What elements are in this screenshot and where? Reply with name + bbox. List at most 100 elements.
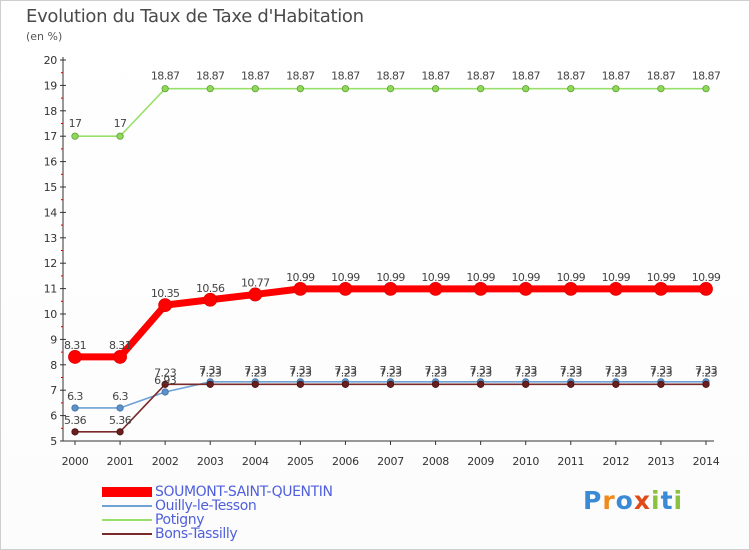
data-point: [612, 85, 620, 93]
data-point: [608, 281, 623, 296]
data-label: 10.99: [286, 271, 315, 284]
data-label: 10.77: [241, 276, 270, 289]
y-tick-label: 17: [44, 130, 58, 143]
x-tick-label: 2010: [512, 455, 539, 468]
logo-letter: P: [583, 486, 603, 515]
data-label: 7.23: [425, 366, 448, 379]
data-point: [657, 380, 665, 388]
x-tick-label: 2008: [422, 455, 449, 468]
proxiti-logo: Proxiti: [583, 486, 683, 515]
data-point: [248, 287, 263, 302]
data-point: [341, 85, 350, 93]
x-tick-label: 2014: [693, 455, 720, 468]
data-point: [68, 350, 82, 364]
data-point: [699, 281, 713, 296]
y-tick-label: 19: [44, 79, 58, 92]
x-tick-label: 2002: [152, 455, 179, 468]
data-label: 8.31: [109, 339, 131, 352]
data-point: [431, 380, 440, 388]
data-label: 7.23: [560, 366, 583, 379]
x-tick-label: 2003: [197, 455, 224, 468]
legend-label: Potigny: [155, 512, 205, 528]
data-label: 18.87: [241, 70, 270, 83]
data-label: 7.33: [470, 364, 493, 377]
data-point: [203, 292, 218, 307]
x-tick-label: 2012: [602, 455, 629, 468]
data-label: 7.33: [650, 364, 673, 377]
data-point: [251, 380, 259, 388]
legend-item: SOUMONT-SAINT-QUENTIN: [102, 484, 402, 500]
x-tick-label: 2009: [467, 455, 494, 468]
data-label: 5.36: [109, 414, 132, 427]
data-point: [116, 404, 124, 412]
y-tick-label: 20: [44, 54, 58, 67]
data-point: [567, 85, 575, 93]
y-tick-label: 13: [44, 232, 58, 245]
data-point: [206, 380, 214, 388]
x-tick-label: 2011: [557, 455, 584, 468]
data-label: 7.23: [244, 366, 267, 379]
data-point: [477, 85, 485, 93]
data-point: [518, 281, 533, 296]
data-label: 18.87: [421, 70, 450, 83]
logo-letter: o: [615, 486, 634, 515]
data-label: 18.87: [196, 70, 225, 83]
data-label: 7.23: [199, 366, 222, 379]
data-point: [702, 85, 710, 93]
legend-label: Bons-Tassilly: [155, 526, 238, 542]
data-point: [338, 281, 353, 296]
data-label: 10.99: [331, 271, 360, 284]
legend-swatch: [102, 533, 152, 535]
data-label: 7.23: [650, 366, 673, 379]
data-label: 6.3: [67, 390, 83, 403]
data-point: [158, 298, 173, 313]
data-point: [161, 388, 169, 396]
data-label: 18.87: [692, 70, 721, 83]
data-label: 18.87: [602, 70, 631, 83]
data-label: 7.33: [560, 364, 583, 377]
data-label: 7.33: [695, 364, 718, 377]
data-point: [71, 404, 79, 412]
data-point: [116, 132, 124, 140]
data-point: [657, 85, 665, 93]
data-point: [296, 85, 304, 93]
data-label: 7.33: [379, 364, 402, 377]
data-label: 17: [69, 117, 82, 130]
data-point: [341, 380, 350, 388]
y-tick-label: 5: [50, 435, 57, 448]
data-label: 18.87: [376, 70, 405, 83]
data-label: 18.87: [647, 70, 676, 83]
data-label: 7.33: [199, 364, 222, 377]
legend-item: Potigny: [102, 512, 402, 528]
logo-letter: t: [660, 486, 674, 515]
x-tick-label: 2000: [62, 455, 89, 468]
x-tick-label: 2004: [242, 455, 269, 468]
data-point: [293, 281, 308, 296]
y-tick-label: 16: [44, 156, 58, 169]
x-tick-label: 2001: [107, 455, 134, 468]
legend-swatch: [102, 487, 152, 497]
data-label: 7.23: [605, 366, 628, 379]
data-point: [383, 281, 398, 296]
data-point: [386, 85, 395, 93]
data-label: 10.99: [602, 271, 631, 284]
chart-subtitle: (en %): [26, 30, 63, 43]
data-label: 18.87: [466, 70, 495, 83]
y-tick-label: 9: [50, 333, 57, 346]
logo-letter: x: [633, 486, 651, 515]
data-label: 10.99: [511, 271, 540, 284]
data-point: [116, 428, 124, 436]
data-point: [161, 380, 169, 388]
legend-swatch: [102, 519, 152, 521]
data-label: 7.33: [425, 364, 448, 377]
logo-letter: i: [651, 486, 661, 515]
data-label: 6.3: [112, 390, 128, 403]
data-point: [113, 350, 127, 364]
x-tick-label: 2007: [377, 455, 404, 468]
y-tick-label: 11: [44, 283, 57, 296]
data-label: 7.33: [289, 364, 312, 377]
data-point: [251, 85, 259, 93]
data-point: [567, 380, 575, 388]
data-label: 18.87: [557, 70, 586, 83]
